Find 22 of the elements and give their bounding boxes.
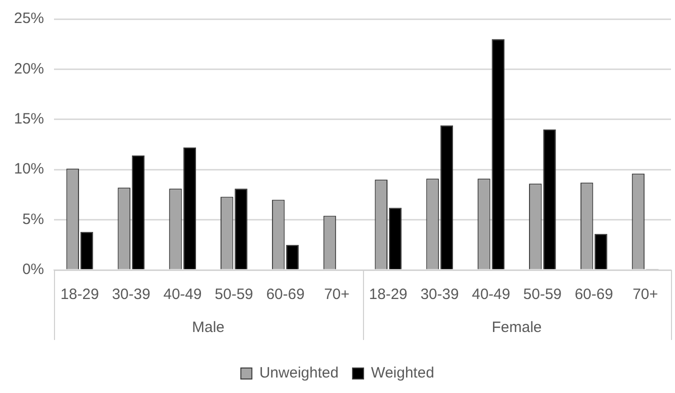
y-tick-label: 0% bbox=[22, 261, 44, 278]
x-tick-label: 70+ bbox=[632, 286, 658, 304]
x-tick-label: 60-69 bbox=[266, 286, 305, 304]
x-tick-label: 30-39 bbox=[112, 286, 150, 304]
y-tick-label: 10% bbox=[14, 160, 44, 178]
x-tick-label: 70+ bbox=[324, 286, 350, 304]
x-tick-label: 40-49 bbox=[472, 286, 510, 304]
legend-label: Unweighted bbox=[259, 364, 339, 382]
text: Female bbox=[492, 319, 542, 336]
y-tick-label: 20% bbox=[14, 60, 44, 78]
x-tick-label: 50-59 bbox=[214, 286, 254, 304]
x-tick-label: 40-49 bbox=[163, 286, 202, 304]
y-tick-label: 25% bbox=[14, 10, 44, 28]
x-tick-label: 50-59 bbox=[523, 286, 562, 304]
legend-label: Weighted bbox=[371, 364, 434, 382]
y-tick-label: 15% bbox=[14, 110, 44, 128]
text: Male bbox=[192, 319, 225, 336]
x-tick-label: 30-39 bbox=[420, 286, 459, 304]
x-tick-label: 60-69 bbox=[574, 286, 614, 304]
y-tick-label: 5% bbox=[22, 210, 44, 228]
x-tick-label: 18-29 bbox=[60, 286, 99, 304]
x-tick-label: 18-29 bbox=[369, 286, 408, 304]
